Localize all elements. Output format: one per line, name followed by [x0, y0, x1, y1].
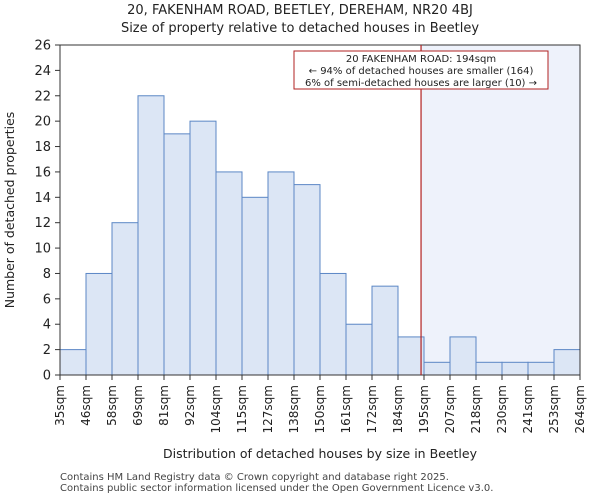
- bar-104sqm: [215, 171, 243, 376]
- y-tick-label: 14: [34, 191, 51, 206]
- x-tick-label: 127sqm: [261, 385, 275, 433]
- bar-195sqm: [423, 361, 451, 376]
- x-tick-label: 58sqm: [105, 385, 119, 426]
- x-tick-label: 92sqm: [183, 385, 197, 426]
- x-tick-label: 218sqm: [469, 385, 483, 433]
- annotation-line-2: ← 94% of detached houses are smaller (16…: [309, 66, 534, 77]
- bar-35sqm: [59, 349, 87, 376]
- shaded-region: [421, 45, 580, 375]
- bar-92sqm: [189, 120, 217, 376]
- y-tick-label: 12: [34, 216, 51, 231]
- annotation-box: [293, 50, 549, 90]
- bar-172sqm: [371, 285, 399, 376]
- x-tick-label: 150sqm: [313, 385, 327, 433]
- bar-58sqm: [111, 222, 139, 376]
- x-tick-label: 184sqm: [391, 385, 405, 433]
- x-axis-title: Distribution of detached houses by size …: [163, 446, 478, 461]
- bar-115sqm: [241, 196, 269, 376]
- x-tick-label: 172sqm: [365, 385, 379, 433]
- y-tick-label: 0: [43, 369, 51, 384]
- x-tick-label: 241sqm: [521, 385, 535, 433]
- y-axis-title: Number of detached properties: [2, 112, 17, 309]
- bar-241sqm: [527, 361, 555, 376]
- x-tick-label: 81sqm: [157, 385, 171, 426]
- x-tick-label: 195sqm: [417, 385, 431, 433]
- y-tick-label: 6: [43, 292, 51, 307]
- bar-184sqm: [397, 336, 425, 376]
- x-tick-label: 115sqm: [235, 385, 249, 433]
- y-tick-label: 8: [43, 267, 51, 282]
- bar-150sqm: [319, 272, 347, 376]
- y-tick-label: 24: [34, 64, 51, 79]
- x-tick-label: 230sqm: [495, 385, 509, 433]
- y-tick-label: 2: [43, 343, 51, 358]
- y-tick-label: 16: [34, 165, 51, 180]
- x-tick-label: 46sqm: [79, 385, 93, 426]
- y-tick-label: 20: [34, 115, 51, 130]
- x-tick-label: 161sqm: [339, 385, 353, 433]
- bar-138sqm: [293, 184, 321, 376]
- footer-line-1: Contains HM Land Registry data © Crown c…: [60, 472, 449, 483]
- x-tick-label: 35sqm: [53, 385, 67, 426]
- bar-46sqm: [85, 272, 113, 376]
- x-tick-label: 69sqm: [131, 385, 145, 426]
- footer-line-2: Contains public sector information licen…: [60, 483, 494, 494]
- x-tick-label: 253sqm: [547, 385, 561, 433]
- y-tick-label: 10: [34, 242, 51, 257]
- y-tick-label: 22: [34, 89, 51, 104]
- bar-218sqm: [475, 361, 503, 376]
- bar-161sqm: [345, 323, 373, 376]
- y-tick-label: 26: [34, 39, 51, 54]
- chart-subtitle: Size of property relative to detached ho…: [120, 21, 480, 36]
- x-tick-label: 207sqm: [443, 385, 457, 433]
- x-tick-label: 264sqm: [573, 385, 587, 433]
- annotation-line-1: 20 FAKENHAM ROAD: 194sqm: [346, 54, 496, 65]
- annotation-line-3: 6% of semi-detached houses are larger (1…: [305, 78, 537, 89]
- bar-207sqm: [449, 336, 477, 376]
- y-tick-label: 4: [43, 318, 51, 333]
- bar-253sqm: [553, 349, 581, 376]
- x-tick-label: 138sqm: [287, 385, 301, 433]
- bar-69sqm: [137, 95, 165, 376]
- x-tick-label: 104sqm: [209, 385, 223, 433]
- y-tick-label: 18: [34, 140, 51, 155]
- bar-81sqm: [163, 133, 191, 376]
- bar-230sqm: [501, 361, 529, 376]
- chart-title: 20, FAKENHAM ROAD, BEETLEY, DEREHAM, NR2…: [127, 3, 473, 18]
- bar-127sqm: [267, 171, 295, 376]
